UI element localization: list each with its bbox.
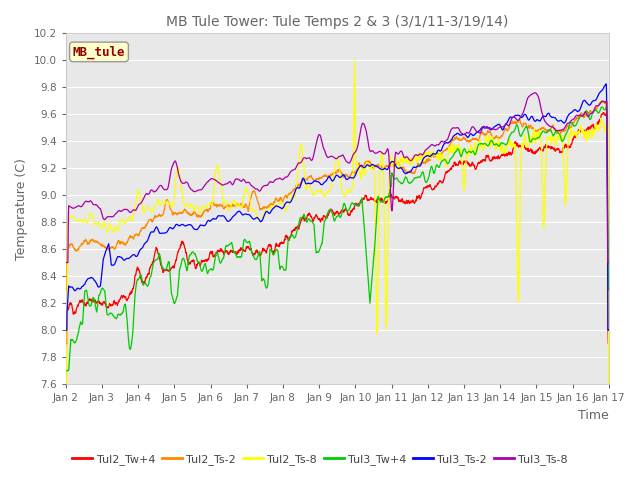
Tul2_Ts-2	[589, 110, 597, 116]
Tul2_Tw+4	[589, 123, 596, 129]
Tul2_Tw+4	[600, 110, 607, 116]
Tul3_Tw+4	[312, 241, 319, 247]
X-axis label: Time: Time	[578, 409, 609, 422]
Line: Tul2_Tw+4: Tul2_Tw+4	[66, 113, 609, 344]
Tul3_Tw+4	[490, 141, 497, 146]
Tul2_Ts-8	[90, 216, 97, 222]
Tul2_Ts-8	[312, 191, 319, 196]
Tul2_Tw+4	[326, 209, 333, 215]
Tul3_Tw+4	[62, 368, 70, 373]
Tul3_Ts-2	[62, 327, 70, 333]
Tul3_Ts-8	[312, 144, 319, 150]
Tul3_Tw+4	[90, 295, 97, 300]
Tul3_Ts-8	[90, 202, 97, 207]
Tul2_Ts-2	[589, 110, 596, 116]
Tul3_Ts-8	[326, 154, 333, 160]
Tul2_Ts-2	[326, 174, 333, 180]
Tul2_Ts-2	[312, 177, 319, 183]
Tul3_Ts-8	[62, 260, 70, 265]
Tul3_Ts-2	[490, 125, 497, 131]
Tul2_Ts-2	[62, 287, 70, 292]
Line: Tul3_Tw+4: Tul3_Tw+4	[66, 106, 609, 371]
Line: Tul3_Ts-2: Tul3_Ts-2	[66, 84, 609, 330]
Tul3_Tw+4	[326, 206, 333, 212]
Tul2_Tw+4	[589, 122, 597, 128]
Tul3_Ts-2	[326, 174, 333, 180]
Tul3_Ts-8	[490, 126, 497, 132]
Tul2_Ts-8	[589, 126, 597, 132]
Tul2_Ts-2	[600, 98, 607, 104]
Tul3_Tw+4	[589, 109, 597, 115]
Text: MB_tule: MB_tule	[73, 45, 125, 59]
Tul3_Ts-2	[589, 98, 596, 104]
Tul2_Ts-8	[589, 127, 597, 133]
Tul3_Ts-2	[605, 327, 612, 333]
Tul3_Ts-2	[589, 98, 597, 104]
Tul3_Tw+4	[603, 103, 611, 109]
Tul2_Tw+4	[62, 341, 70, 347]
Tul2_Tw+4	[312, 214, 319, 219]
Tul2_Ts-8	[490, 141, 497, 147]
Tul2_Tw+4	[490, 154, 497, 160]
Tul2_Ts-2	[90, 239, 97, 244]
Line: Tul2_Ts-2: Tul2_Ts-2	[66, 101, 609, 289]
Line: Tul3_Ts-8: Tul3_Ts-8	[66, 93, 609, 263]
Tul2_Tw+4	[90, 299, 97, 305]
Tul2_Ts-2	[490, 136, 497, 142]
Tul2_Ts-8	[351, 57, 358, 63]
Tul2_Ts-8	[326, 188, 333, 193]
Tul3_Ts-8	[589, 109, 597, 115]
Tul3_Tw+4	[589, 110, 596, 116]
Tul3_Ts-8	[531, 90, 538, 96]
Tul3_Tw+4	[605, 287, 612, 292]
Tul3_Ts-2	[90, 276, 97, 282]
Tul3_Ts-2	[312, 178, 319, 184]
Tul3_Ts-8	[605, 260, 612, 265]
Tul2_Ts-8	[605, 381, 612, 387]
Tul2_Ts-8	[62, 381, 70, 387]
Line: Tul2_Ts-8: Tul2_Ts-8	[66, 60, 609, 384]
Tul3_Ts-2	[602, 81, 610, 87]
Tul3_Ts-8	[589, 108, 597, 114]
Y-axis label: Temperature (C): Temperature (C)	[15, 157, 28, 260]
Legend: Tul2_Tw+4, Tul2_Ts-2, Tul2_Ts-8, Tul3_Tw+4, Tul3_Ts-2, Tul3_Ts-8: Tul2_Tw+4, Tul2_Ts-2, Tul2_Ts-8, Tul3_Tw…	[68, 450, 572, 469]
Title: MB Tule Tower: Tule Temps 2 & 3 (3/1/11-3/19/14): MB Tule Tower: Tule Temps 2 & 3 (3/1/11-…	[166, 15, 508, 29]
Tul2_Tw+4	[605, 341, 612, 347]
Tul2_Ts-2	[605, 287, 612, 292]
